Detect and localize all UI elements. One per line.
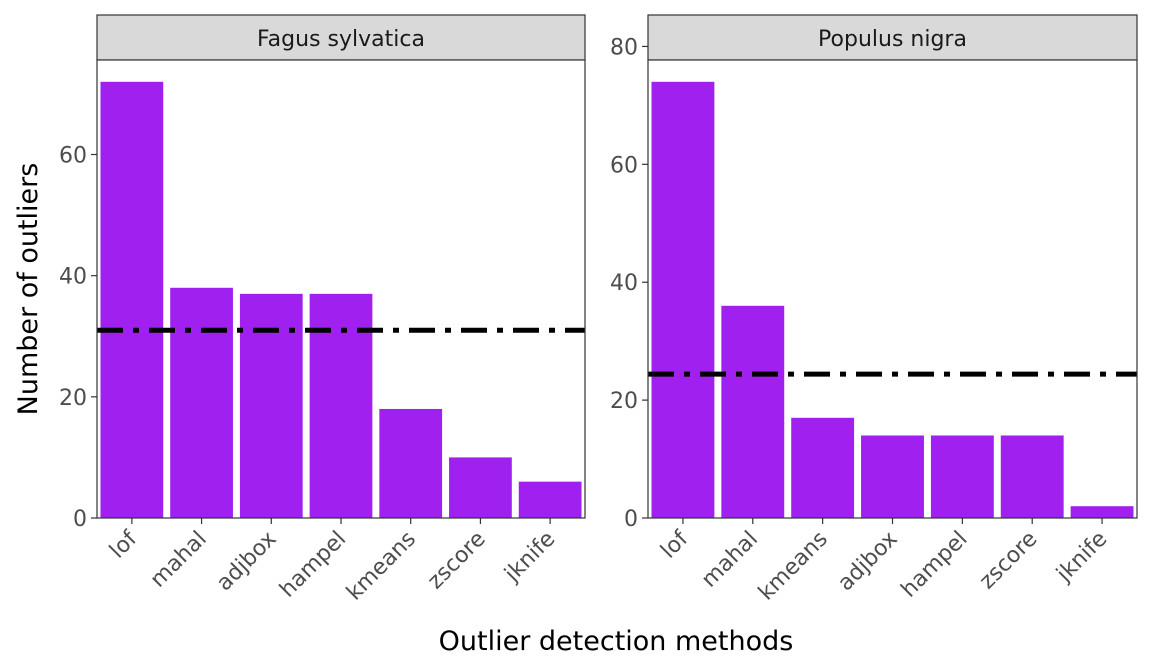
y-tick-label: 20	[610, 389, 638, 414]
facet-strip	[96, 14, 586, 61]
x-tick-label: zscore	[423, 527, 491, 595]
x-tick-label: hampel	[275, 527, 351, 603]
bar-jknife	[1070, 506, 1134, 518]
facet-title: Fagus sylvatica	[257, 27, 425, 52]
x-tick-label: kmeans	[754, 527, 833, 606]
y-axis-title: Number of outliers	[13, 163, 44, 416]
bar-hampel	[930, 435, 994, 518]
x-tick-label: jknife	[1051, 527, 1112, 588]
bar-lof	[100, 81, 164, 519]
bar-zscore	[1000, 435, 1064, 518]
bar-adjbox	[239, 293, 303, 518]
y-tick-label: 60	[610, 153, 638, 178]
x-tick-label: jknife	[499, 527, 560, 588]
y-tick-label: 20	[59, 386, 87, 411]
x-tick-label: hampel	[897, 527, 973, 603]
y-tick-label: 0	[624, 507, 638, 532]
y-tick-label: 0	[73, 507, 87, 532]
x-tick-label: lof	[105, 526, 143, 564]
facet-strip	[647, 14, 1138, 61]
y-tick-label: 40	[610, 271, 638, 296]
x-tick-label: zscore	[975, 527, 1043, 595]
bar-hampel	[309, 293, 373, 518]
panel-fagus-sylvatica: Fagus sylvatica 0 20 40 60 lof mahal adjboxhamp…	[59, 14, 586, 606]
x-tick-label: kmeans	[342, 527, 421, 606]
x-tick-label: mahal	[697, 527, 763, 593]
facet-title: Populus nigra	[818, 27, 967, 52]
bar-kmeans	[379, 408, 443, 518]
x-tick-label: lof	[656, 526, 694, 564]
y-tick-label: 40	[59, 265, 87, 290]
y-tick-label: 60	[59, 144, 87, 169]
x-tick-label: adjbox	[833, 527, 903, 597]
bar-mahal	[721, 305, 785, 518]
bar-mahal	[170, 287, 233, 518]
bar-kmeans	[791, 417, 855, 518]
bar-adjbox	[861, 435, 924, 518]
y-tick-label: 80	[610, 35, 638, 60]
bar-jknife	[518, 481, 582, 518]
x-tick-label: mahal	[146, 527, 212, 593]
x-tick-label: adjbox	[212, 527, 282, 597]
bar-zscore	[449, 457, 512, 518]
x-axis-title: Outlier detection methods	[439, 626, 794, 657]
bar-lof	[651, 81, 715, 519]
